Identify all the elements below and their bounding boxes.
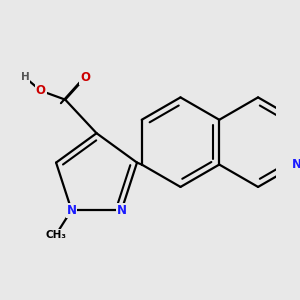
Text: N: N: [67, 204, 76, 217]
Text: CH₃: CH₃: [45, 230, 66, 240]
Text: N: N: [116, 204, 127, 217]
Text: O: O: [36, 84, 46, 97]
Text: H: H: [20, 72, 29, 82]
Text: N: N: [292, 158, 300, 171]
Text: O: O: [80, 71, 90, 84]
